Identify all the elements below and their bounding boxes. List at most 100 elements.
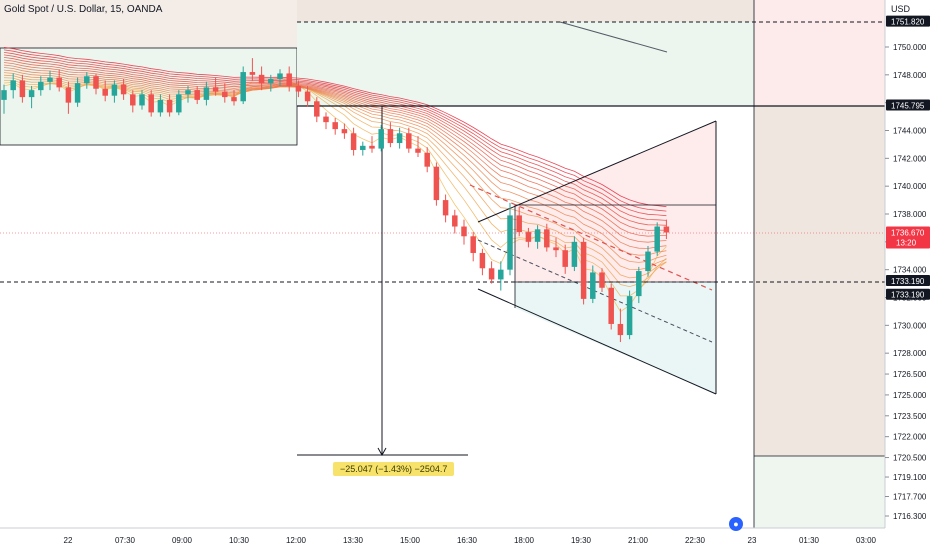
candle-body (102, 88, 108, 96)
candle-body (28, 90, 35, 98)
y-tick-label: 1750.000 (893, 43, 927, 52)
x-tick-label: 15:00 (400, 536, 421, 545)
candle (166, 94, 173, 117)
ma-band (3, 49, 667, 212)
x-tick-label: 12:00 (286, 536, 307, 545)
candle (28, 85, 35, 109)
candle (139, 90, 145, 110)
x-tick-label: 18:00 (514, 536, 535, 545)
ma-band (3, 62, 667, 237)
dashed-red-line (469, 184, 713, 291)
y-tick-label: 1738.000 (893, 210, 927, 219)
candle-body (93, 76, 99, 89)
candle (562, 244, 568, 274)
candle (212, 77, 219, 96)
candle-body (295, 85, 302, 92)
candle-body (617, 323, 624, 336)
candle-body (222, 91, 228, 98)
candle-body (314, 101, 320, 117)
candle (1, 84, 7, 114)
candle (544, 223, 550, 252)
candle-body (488, 268, 495, 280)
tradingview-logo-icon[interactable]: ● (729, 517, 743, 531)
candle-body (176, 94, 182, 113)
candle-body (1, 90, 7, 100)
ma-band (3, 54, 667, 221)
candle (222, 83, 228, 103)
price-marker-label: 1733.190 (891, 277, 925, 286)
candle (194, 85, 200, 105)
candle-body (19, 80, 26, 98)
candle (534, 225, 541, 249)
price-marker (886, 288, 930, 300)
candle-body (580, 241, 587, 299)
candle (231, 90, 237, 106)
currency-label: USD (890, 4, 910, 14)
candle (442, 194, 449, 223)
y-tick-label: 1720.500 (893, 454, 927, 463)
x-tick-label: 16:30 (457, 536, 478, 545)
candle (102, 80, 108, 102)
candle (525, 227, 532, 248)
candle (387, 122, 394, 148)
x-tick-label: 09:00 (172, 536, 193, 545)
candle-body (654, 226, 660, 252)
candle (176, 90, 182, 116)
candle (654, 222, 660, 256)
candle (148, 90, 154, 117)
candle-body (249, 72, 256, 75)
candle (433, 162, 440, 206)
price-marker (886, 274, 930, 286)
ma-band (3, 67, 667, 249)
y-tick-label: 1717.700 (893, 493, 927, 502)
y-tick-label: 1748.000 (893, 71, 927, 80)
x-tick-label: 10:30 (229, 536, 250, 545)
candle-body (608, 287, 614, 324)
candle-body (157, 99, 164, 113)
candle-body (65, 87, 72, 103)
candle (663, 219, 670, 240)
zone-right-lower (754, 456, 885, 528)
time-axis-bg (0, 528, 932, 550)
candle-body (74, 83, 81, 103)
drawings (0, 21, 885, 457)
candle (424, 147, 430, 173)
ma-band (3, 47, 667, 208)
candle-body (111, 84, 118, 96)
y-tick-label: 1742.000 (893, 154, 927, 163)
candle-body (148, 94, 154, 113)
ma-band (3, 59, 667, 231)
candle-body (433, 166, 440, 201)
candle-body (332, 122, 338, 130)
candlesticks (1, 58, 670, 343)
x-tick-label: 03:00 (856, 536, 877, 545)
y-tick-label: 1722.000 (893, 433, 927, 442)
candle-body (516, 215, 522, 233)
y-tick-label: 1716.300 (893, 512, 927, 521)
candle-body (498, 269, 504, 280)
candle-body (626, 296, 633, 336)
candle-body (341, 129, 348, 134)
price-marker (886, 99, 930, 111)
candle-body (139, 94, 145, 106)
candle (507, 202, 513, 276)
zone-profit-top (297, 22, 754, 106)
candle (461, 219, 467, 245)
candle (93, 73, 99, 95)
x-tick-label: 22 (64, 536, 73, 545)
candle (157, 94, 164, 117)
candle (516, 207, 522, 237)
candle-body (396, 133, 403, 144)
candle-body (599, 272, 605, 288)
candle (498, 261, 504, 291)
y-tick-label: 1734.000 (893, 266, 927, 275)
price-marker-sub: 13:20 (896, 239, 917, 248)
candle (479, 248, 486, 276)
candle (636, 266, 642, 304)
measure-label: −25.047 (−1.43%) −2504.7 (333, 462, 455, 476)
candle (314, 97, 320, 123)
candle-body (130, 94, 136, 106)
candle (120, 79, 127, 100)
candle-body (571, 241, 578, 267)
